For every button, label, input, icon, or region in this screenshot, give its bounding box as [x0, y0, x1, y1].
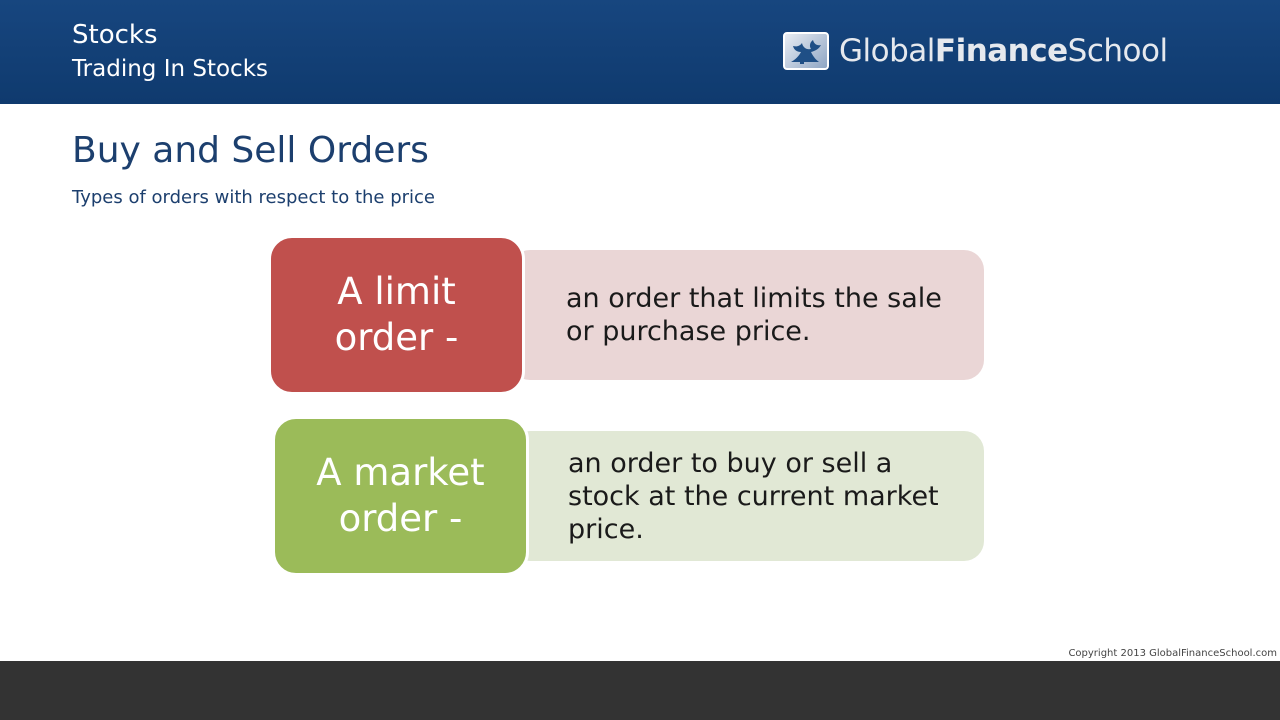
- limit-order-definition: an order that limits the sale or purchas…: [510, 250, 984, 380]
- slide-title: Buy and Sell Orders: [72, 130, 429, 171]
- logo-wordmark: GlobalFinanceSchool: [839, 33, 1168, 69]
- market-order-definition-text: an order to buy or sell a stock at the c…: [568, 447, 939, 545]
- market-order-label-line2: order -: [338, 497, 463, 540]
- copyright-notice: Copyright 2013 GlobalFinanceSchool.com: [1068, 648, 1277, 659]
- market-order-label: A market order -: [272, 416, 529, 576]
- header-bar: Stocks Trading In Stocks GlobalFinanceSc…: [0, 0, 1280, 104]
- limit-order-label: A limit order -: [268, 235, 525, 395]
- tree-icon: [783, 32, 829, 70]
- player-footer-bar: [0, 661, 1280, 720]
- slide-subtitle: Types of orders with respect to the pric…: [72, 187, 436, 208]
- limit-order-label-line2: order -: [334, 316, 459, 359]
- global-finance-school-logo: GlobalFinanceSchool: [783, 30, 1168, 72]
- course-title: Stocks: [72, 20, 158, 50]
- limit-order-definition-text: an order that limits the sale or purchas…: [566, 283, 942, 347]
- market-order-definition: an order to buy or sell a stock at the c…: [510, 431, 984, 561]
- limit-order-label-line1: A limit: [337, 270, 456, 313]
- market-order-label-line1: A market: [316, 451, 485, 494]
- module-title: Trading In Stocks: [72, 56, 269, 82]
